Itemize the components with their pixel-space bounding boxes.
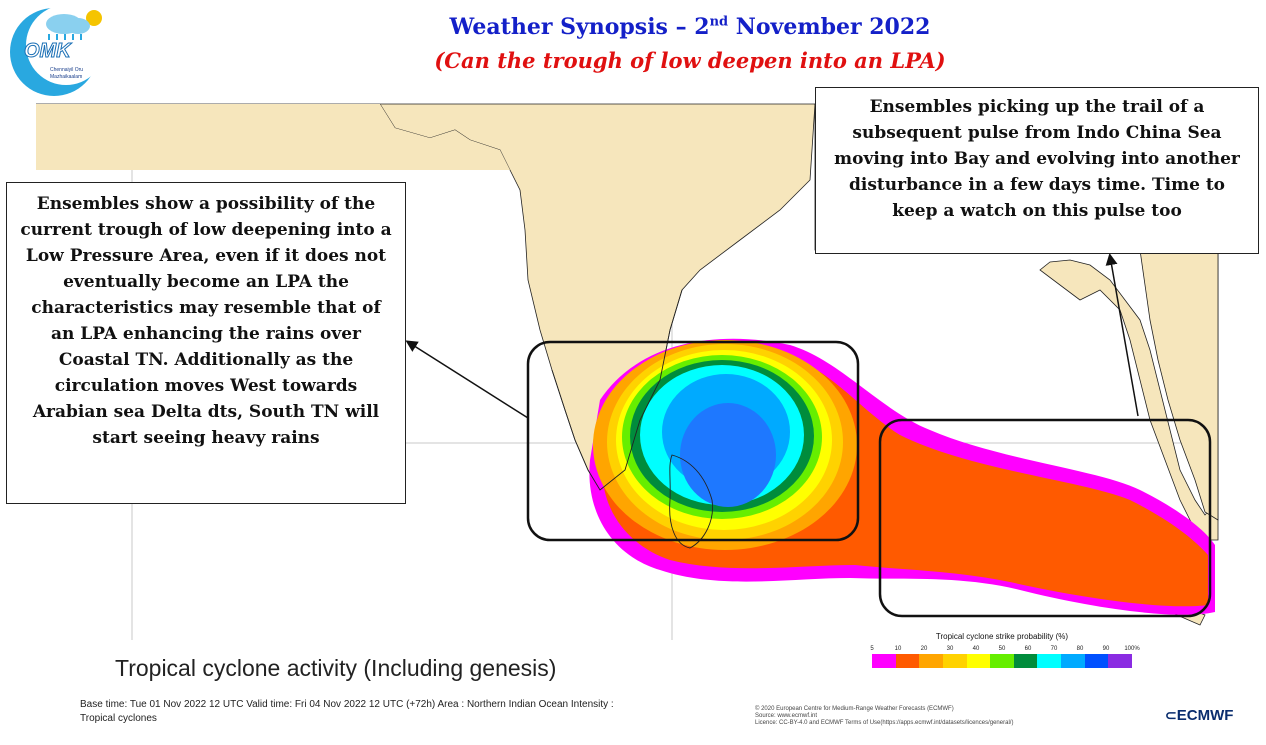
- title-end: November 2022: [728, 14, 931, 40]
- omk-logo: OMK Chennaiyil Oru Mazhaikaalam: [2, 0, 112, 100]
- prob-band-90: [680, 403, 776, 507]
- landmass-indochina: [1139, 249, 1219, 521]
- legend-ticks: 5 10 20 30 40 50 60 70 80 90 100%: [870, 646, 1139, 654]
- highlight-box-subsequent-pulse: [878, 418, 1212, 618]
- legend-swatch: [1037, 654, 1062, 668]
- copyright-line-1: © 2020 European Centre for Medium-Range …: [755, 706, 954, 712]
- legend-tick-label: 40: [972, 646, 980, 652]
- legend-swatch: [1108, 654, 1133, 668]
- legend-tick-label: 5: [870, 646, 874, 652]
- ecmwf-logo-text: ECMWF: [1176, 707, 1234, 724]
- title-superscript: nd: [709, 14, 729, 30]
- legend-tick-label: 80: [1076, 646, 1084, 652]
- legend-swatch: [990, 654, 1014, 668]
- legend-tick-label: 100%: [1124, 646, 1140, 652]
- legend-tick-label: 50: [998, 646, 1006, 652]
- map-caption: Tropical cyclone activity (Including gen…: [115, 655, 557, 681]
- page-subtitle: (Can the trough of low deepen into an LP…: [434, 48, 946, 73]
- ecmwf-logo-mark: ⊂: [1165, 707, 1177, 723]
- legend-colorbar: [872, 654, 1133, 668]
- omk-logo-tagline-2: Mazhaikaalam: [50, 74, 83, 80]
- omk-logo-brand: OMK: [24, 40, 72, 63]
- omk-logo-graphic: [10, 5, 106, 96]
- coastline-overlay: [551, 289, 683, 491]
- omk-logo-tagline-1: Chennaiyil Oru: [50, 67, 84, 73]
- legend-title: Tropical cyclone strike probability (%): [935, 632, 1069, 641]
- legend-swatch: [919, 654, 943, 668]
- ecmwf-logo: ⊂ECMWF: [1165, 707, 1233, 724]
- copyright-line-2: Source: www.ecmwf.int: [755, 713, 818, 719]
- page-title: Weather Synopsis – 2nd November 2022: [0, 14, 1266, 40]
- legend-swatch: [942, 654, 967, 668]
- title-main: Weather Synopsis – 2: [449, 14, 710, 40]
- legend-swatch: [872, 654, 896, 668]
- legend-swatch: [966, 654, 991, 668]
- legend-tick-label: 90: [1102, 646, 1110, 652]
- legend-swatch: [895, 654, 920, 668]
- legend-swatch: [1013, 654, 1038, 668]
- callout-current-trough: Ensembles show a possibility of the curr…: [6, 182, 406, 504]
- legend-tick-label: 10: [894, 646, 902, 652]
- landmass-india-west: [36, 104, 510, 170]
- legend-tick-label: 60: [1024, 646, 1032, 652]
- copyright-line-3: Licence: CC-BY-4.0 and ECMWF Terms of Us…: [755, 720, 1014, 726]
- base-time-text: Base time: Tue 01 Nov 2022 12 UTC Valid …: [80, 699, 614, 724]
- highlight-box-current-trough: [526, 340, 860, 542]
- legend-swatch: [1084, 654, 1109, 668]
- legend-tick-label: 30: [946, 646, 954, 652]
- arrow-right-callout: [1105, 253, 1139, 417]
- legend-tick-label: 20: [920, 646, 928, 652]
- srilanka-outline: [669, 454, 713, 549]
- legend-tick-label: 70: [1050, 646, 1058, 652]
- callout-subsequent-pulse: Ensembles picking up the trail of a subs…: [815, 87, 1259, 254]
- arrow-left-callout: [405, 340, 529, 419]
- legend-swatch: [1061, 654, 1085, 668]
- copyright-text: © 2020 European Centre for Medium-Range …: [755, 706, 1085, 727]
